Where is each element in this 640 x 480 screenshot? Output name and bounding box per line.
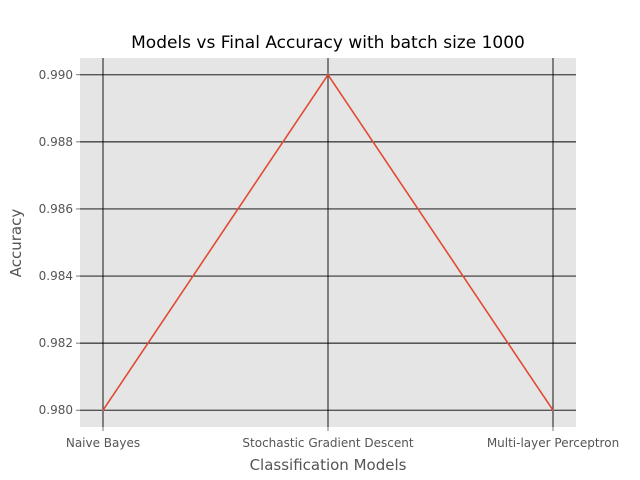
x-tick-label: Naive Bayes bbox=[66, 436, 140, 450]
x-tick-label: Stochastic Gradient Descent bbox=[242, 436, 413, 450]
y-tick-label: 0.980 bbox=[39, 403, 73, 417]
data-point bbox=[552, 409, 554, 412]
y-tick-label: 0.986 bbox=[39, 202, 73, 216]
data-point bbox=[102, 409, 104, 412]
y-tick-label: 0.988 bbox=[39, 135, 73, 149]
chart-title: Models vs Final Accuracy with batch size… bbox=[131, 33, 525, 53]
y-tick-labels: 0.980 0.982 0.984 0.986 0.988 0.990 bbox=[39, 68, 73, 417]
y-axis-label: Accuracy bbox=[7, 209, 25, 278]
data-points bbox=[102, 73, 554, 412]
y-tick-label: 0.990 bbox=[39, 68, 73, 82]
x-tick-labels: Naive Bayes Stochastic Gradient Descent Mu… bbox=[66, 436, 619, 450]
x-axis-label: Classification Models bbox=[250, 456, 407, 474]
y-tick-label: 0.982 bbox=[39, 336, 73, 350]
data-point bbox=[327, 73, 329, 76]
x-tick-label: Multi-layer Perceptron bbox=[487, 436, 619, 450]
y-tick-label: 0.984 bbox=[39, 269, 73, 283]
